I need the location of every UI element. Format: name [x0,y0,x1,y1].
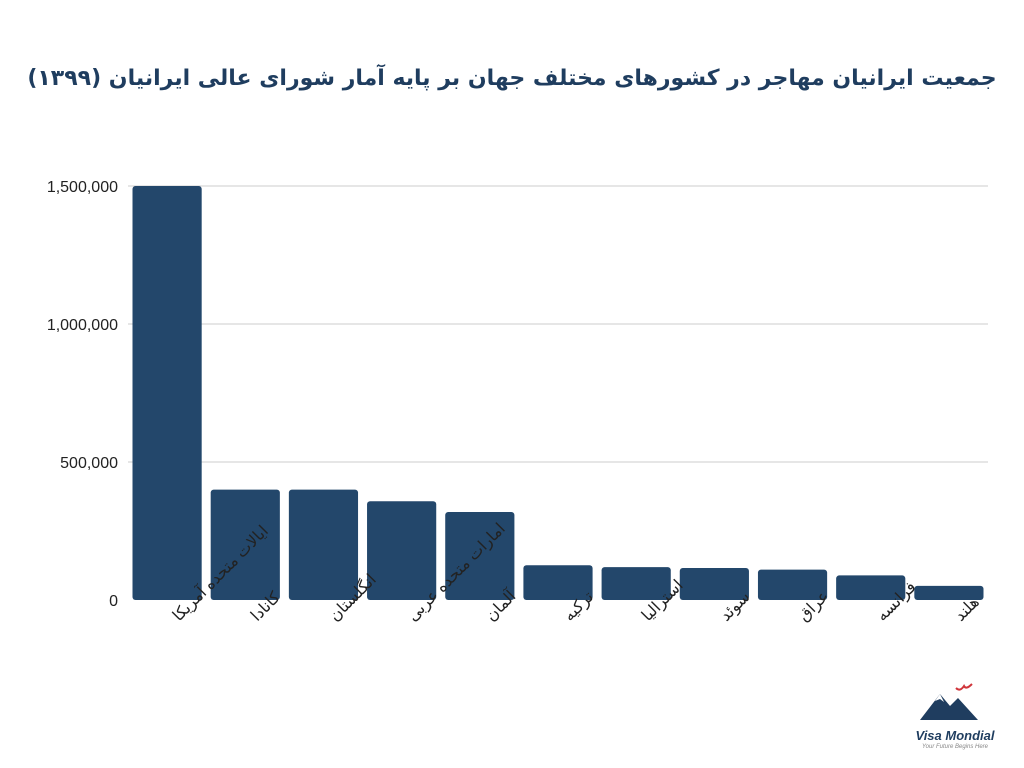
chart-title: جمعیت ایرانیان مهاجر در کشورهای مختلف جه… [27,66,997,91]
bar [836,575,906,600]
y-tick-label: 500,000 [60,455,118,472]
bar [601,567,671,600]
logo-name: Visa Mondial [915,728,995,743]
brand-logo: Visa Mondial Your Future Begins Here [900,680,1010,760]
y-tick-label: 1,500,000 [47,179,118,196]
y-tick-label: 1,000,000 [47,317,118,334]
bar [288,489,359,600]
bars [132,186,984,600]
bar [445,511,515,600]
bar [757,569,828,600]
y-tick-label: 0 [109,593,118,610]
bar [679,567,749,600]
logo-tagline: Your Future Begins Here [921,744,989,750]
bar [523,565,593,600]
y-axis-tick-labels: 0 500,000 1,000,000 1,500,000 [47,179,118,610]
mountain-logo-icon [920,683,978,720]
bar [210,489,280,600]
bar [132,186,202,600]
grid-lines [128,185,988,463]
bar [914,585,984,600]
bar [367,501,437,600]
